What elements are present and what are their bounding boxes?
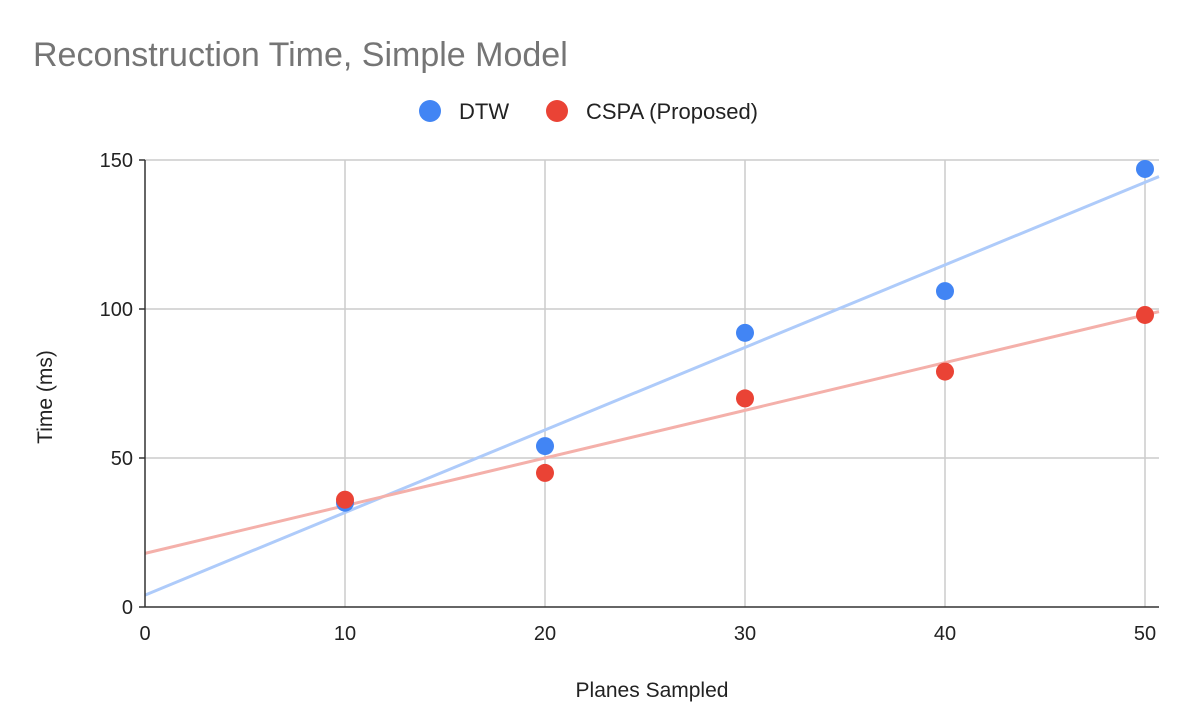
data-points xyxy=(336,159,1154,512)
x-tick-label: 0 xyxy=(139,623,150,645)
trendline-cspa xyxy=(144,310,1160,555)
y-tick-labels: 0 50 100 150 xyxy=(100,150,133,619)
trendline-dtw xyxy=(144,175,1160,597)
chart-title: Reconstruction Time, Simple Model xyxy=(33,36,568,74)
x-axis-label: Planes Sampled xyxy=(576,679,729,702)
legend-label-cspa: CSPA (Proposed) xyxy=(586,99,758,124)
x-tick-label: 50 xyxy=(1134,623,1156,645)
axes xyxy=(139,159,1159,608)
legend-label-dtw: DTW xyxy=(459,99,509,124)
x-tick-label: 30 xyxy=(734,623,756,645)
trendlines xyxy=(144,175,1160,597)
data-point-dtw xyxy=(936,282,954,301)
x-tick-labels: 0 10 20 30 40 50 xyxy=(139,623,1156,645)
legend: DTW CSPA (Proposed) xyxy=(419,99,758,124)
data-point-dtw xyxy=(736,323,754,342)
data-point-cspa xyxy=(1136,305,1154,324)
legend-marker-cspa xyxy=(546,100,568,122)
data-point-cspa xyxy=(536,463,554,482)
gridlines xyxy=(145,159,1159,607)
data-point-cspa xyxy=(336,490,354,509)
y-tick-label: 50 xyxy=(111,448,133,470)
data-point-dtw xyxy=(1136,159,1154,178)
y-tick-label: 100 xyxy=(100,299,133,321)
y-axis-label: Time (ms) xyxy=(34,350,57,444)
data-point-dtw xyxy=(536,437,554,456)
y-tick-label: 150 xyxy=(100,150,133,172)
legend-marker-dtw xyxy=(419,100,441,122)
x-tick-label: 20 xyxy=(534,623,556,645)
data-point-cspa xyxy=(736,389,754,408)
data-point-cspa xyxy=(936,362,954,381)
x-tick-label: 10 xyxy=(334,623,356,645)
y-tick-label: 0 xyxy=(122,597,133,619)
x-tick-label: 40 xyxy=(934,623,956,645)
